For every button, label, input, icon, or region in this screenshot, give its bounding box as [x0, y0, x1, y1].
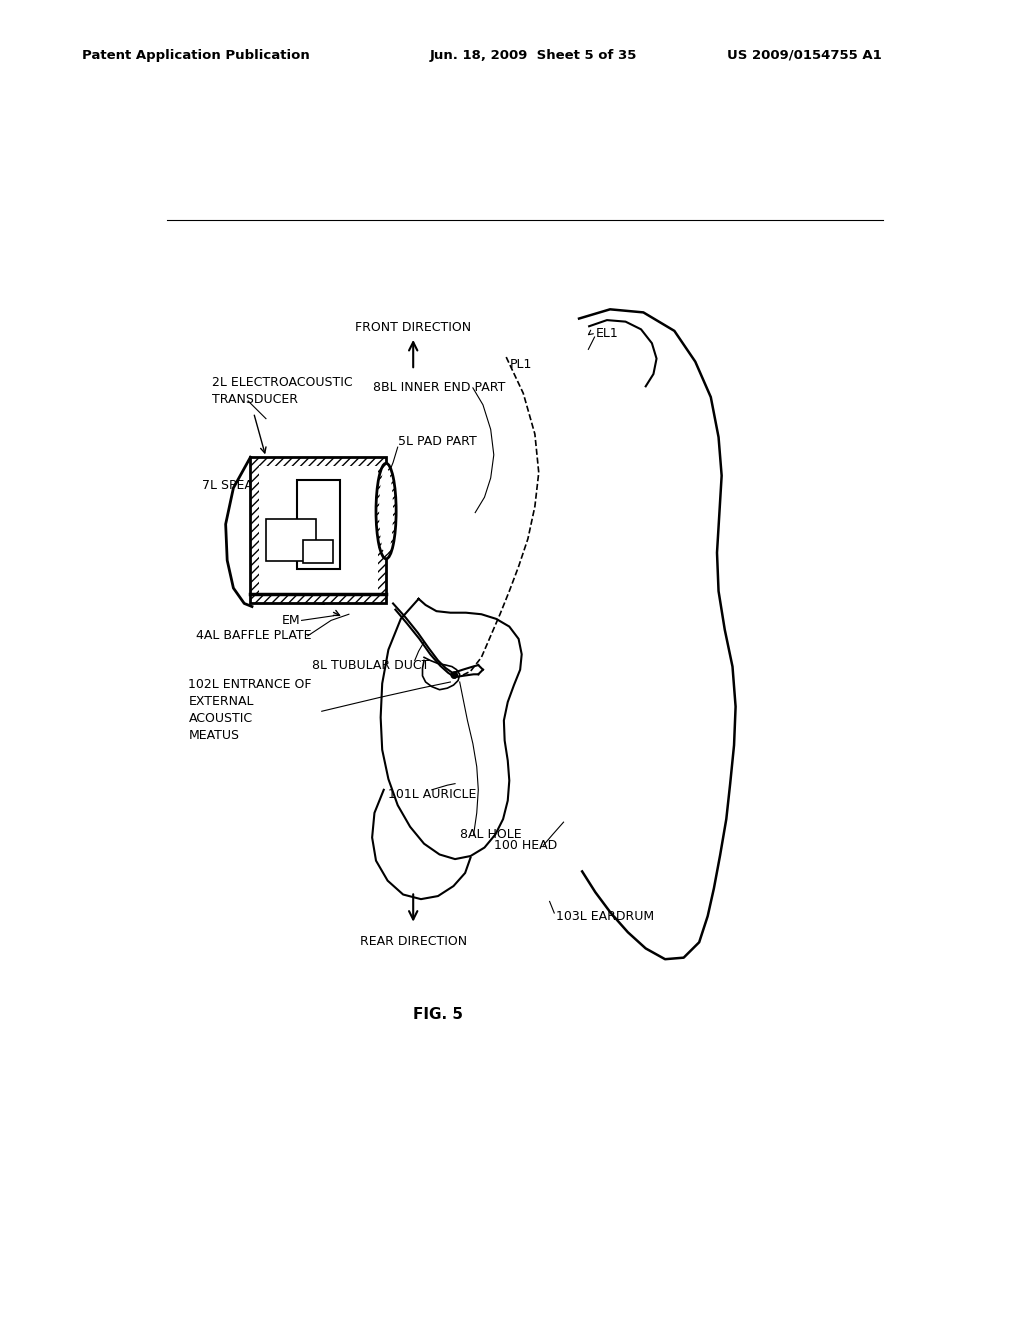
- Text: EM: EM: [282, 614, 300, 627]
- Ellipse shape: [379, 469, 393, 554]
- Text: 4AL BAFFLE PLATE: 4AL BAFFLE PLATE: [197, 630, 311, 643]
- Text: 8L TUBULAR DUCT: 8L TUBULAR DUCT: [312, 659, 430, 672]
- Text: FRONT DIRECTION: FRONT DIRECTION: [355, 321, 471, 334]
- Text: 4L HOUSING: 4L HOUSING: [256, 506, 334, 519]
- Text: PM: PM: [288, 593, 306, 606]
- Text: 5L PAD PART: 5L PAD PART: [397, 436, 476, 449]
- Bar: [297, 480, 340, 569]
- Text: 101L AURICLE: 101L AURICLE: [388, 788, 476, 801]
- Text: Patent Application Publication: Patent Application Publication: [82, 49, 309, 62]
- Bar: [251, 457, 386, 603]
- Bar: [266, 519, 316, 561]
- Text: 100 HEAD: 100 HEAD: [494, 838, 557, 851]
- Text: FIG. 5: FIG. 5: [413, 1007, 463, 1022]
- Text: US 2009/0154755 A1: US 2009/0154755 A1: [727, 49, 882, 62]
- Text: Jun. 18, 2009  Sheet 5 of 35: Jun. 18, 2009 Sheet 5 of 35: [430, 49, 638, 62]
- Bar: [259, 466, 378, 595]
- Text: 8AL HOLE: 8AL HOLE: [460, 828, 521, 841]
- Text: 102L ENTRANCE OF
EXTERNAL
ACOUSTIC
MEATUS: 102L ENTRANCE OF EXTERNAL ACOUSTIC MEATU…: [188, 677, 312, 742]
- Text: 2L ELECTROACOUSTIC
TRANSDUCER: 2L ELECTROACOUSTIC TRANSDUCER: [212, 376, 352, 407]
- Circle shape: [451, 671, 458, 678]
- Text: PL1: PL1: [509, 358, 531, 371]
- Text: 8BL INNER END PART: 8BL INNER END PART: [373, 381, 505, 395]
- Text: 103L EARDRUM: 103L EARDRUM: [556, 911, 654, 924]
- Ellipse shape: [376, 463, 396, 558]
- Text: REAR DIRECTION: REAR DIRECTION: [359, 935, 467, 948]
- Text: EL1: EL1: [596, 327, 618, 341]
- Text: 7L SPEAKER UNIT: 7L SPEAKER UNIT: [202, 479, 311, 492]
- Bar: [303, 540, 334, 562]
